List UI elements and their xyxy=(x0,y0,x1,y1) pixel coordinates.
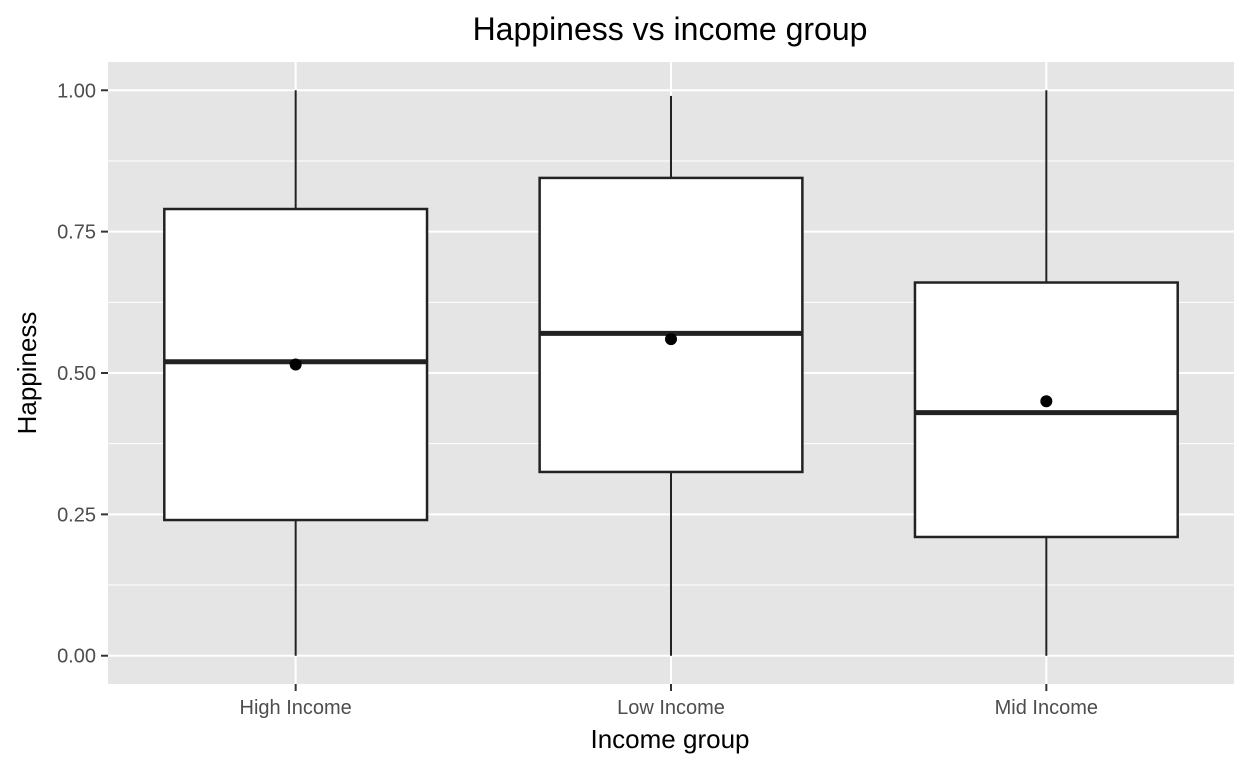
y-tick-label: 0.75 xyxy=(57,222,96,244)
x-axis: High Income Low Income Mid Income xyxy=(240,684,1098,719)
y-tick-label: 0.25 xyxy=(57,504,96,526)
boxes xyxy=(163,90,1179,656)
x-tick-label: Mid Income xyxy=(995,697,1098,719)
y-tick-label: 0.00 xyxy=(57,646,96,668)
mean-point xyxy=(1040,395,1053,408)
y-axis: 0.00 0.25 0.50 0.75 1.00 xyxy=(57,80,108,668)
x-tick-label: Low Income xyxy=(617,697,725,719)
box-iqr xyxy=(538,176,804,474)
x-tick-label: High Income xyxy=(240,697,352,719)
box-iqr xyxy=(913,281,1179,539)
chart-title: Happiness vs income group xyxy=(473,11,868,47)
y-tick-label: 1.00 xyxy=(57,80,96,102)
y-axis-title: Happiness xyxy=(12,312,42,435)
box-group xyxy=(163,90,429,656)
mean-point xyxy=(289,358,302,371)
box-group xyxy=(913,90,1179,656)
x-axis-title: Income group xyxy=(591,724,750,754)
y-tick-label: 0.50 xyxy=(57,363,96,385)
box-group xyxy=(538,95,804,656)
mean-point xyxy=(665,333,677,346)
